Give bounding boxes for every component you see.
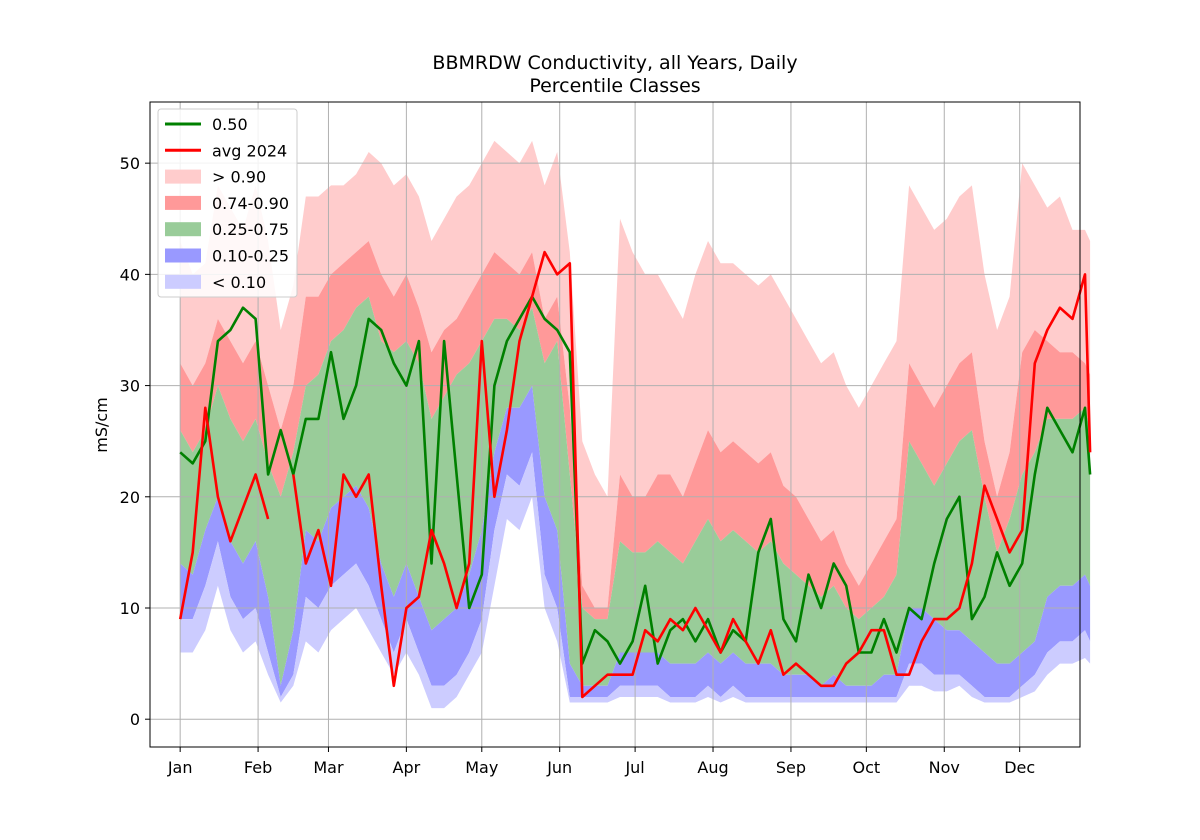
y-tick-label: 20	[120, 488, 140, 507]
grid	[150, 102, 1080, 747]
x-axis: Jan Feb Mar Apr May Jun Jul Aug Sep Oct Nov Dec	[167, 747, 1035, 777]
legend-swatch	[165, 248, 201, 263]
y-tick-label: 30	[120, 377, 140, 396]
x-tick-label: Jan	[167, 758, 193, 777]
x-tick-label: Aug	[697, 758, 728, 777]
y-tick-label: 0	[130, 710, 140, 729]
x-tick-label: Mar	[313, 758, 344, 777]
legend-swatch	[165, 274, 201, 289]
legend-label: 0.50	[212, 115, 248, 134]
band-2	[180, 241, 1091, 620]
legend-label: < 0.10	[212, 273, 266, 292]
band-4	[180, 385, 1091, 697]
x-tick-label: Apr	[393, 758, 421, 777]
legend-label: avg 2024	[212, 141, 287, 160]
x-tick-label: May	[465, 758, 498, 777]
x-tick-label: Nov	[929, 758, 960, 777]
legend-label: 0.10-0.25	[212, 247, 289, 266]
legend-label: > 0.90	[212, 168, 266, 187]
legend-swatch	[165, 222, 201, 237]
median-line	[179, 295, 1092, 665]
data-lines	[178, 250, 1092, 699]
x-tick-label: Oct	[853, 758, 881, 777]
band-3	[180, 296, 1091, 686]
y-axis: 0 10 20 30 40 50	[120, 154, 150, 729]
y-tick-label: 50	[120, 154, 140, 173]
legend-swatch	[165, 169, 201, 184]
legend: 0.50 avg 2024 > 0.90 0.74-0.90 0.25-0.75 0.10…	[157, 108, 298, 298]
legend-swatch	[165, 195, 201, 210]
y-tick-label: 40	[120, 265, 140, 284]
avg-2024-line	[178, 250, 1092, 699]
x-tick-label: Dec	[1004, 758, 1035, 777]
legend-label: 0.25-0.75	[212, 220, 289, 239]
legend-label: 0.74-0.90	[212, 194, 289, 213]
chart-subtitle: Percentile Classes	[529, 75, 700, 97]
y-tick-label: 10	[120, 599, 140, 618]
x-tick-label: Jul	[624, 758, 644, 777]
x-tick-label: Feb	[244, 758, 272, 777]
plot-frame	[149, 101, 1081, 748]
x-tick-label: Sep	[776, 758, 806, 777]
y-axis-label: mS/cm	[92, 397, 111, 453]
band-5	[180, 452, 1091, 709]
chart-title: BBMRDW Conductivity, all Years, Daily	[432, 52, 797, 74]
x-tick-label: Jun	[546, 758, 572, 777]
